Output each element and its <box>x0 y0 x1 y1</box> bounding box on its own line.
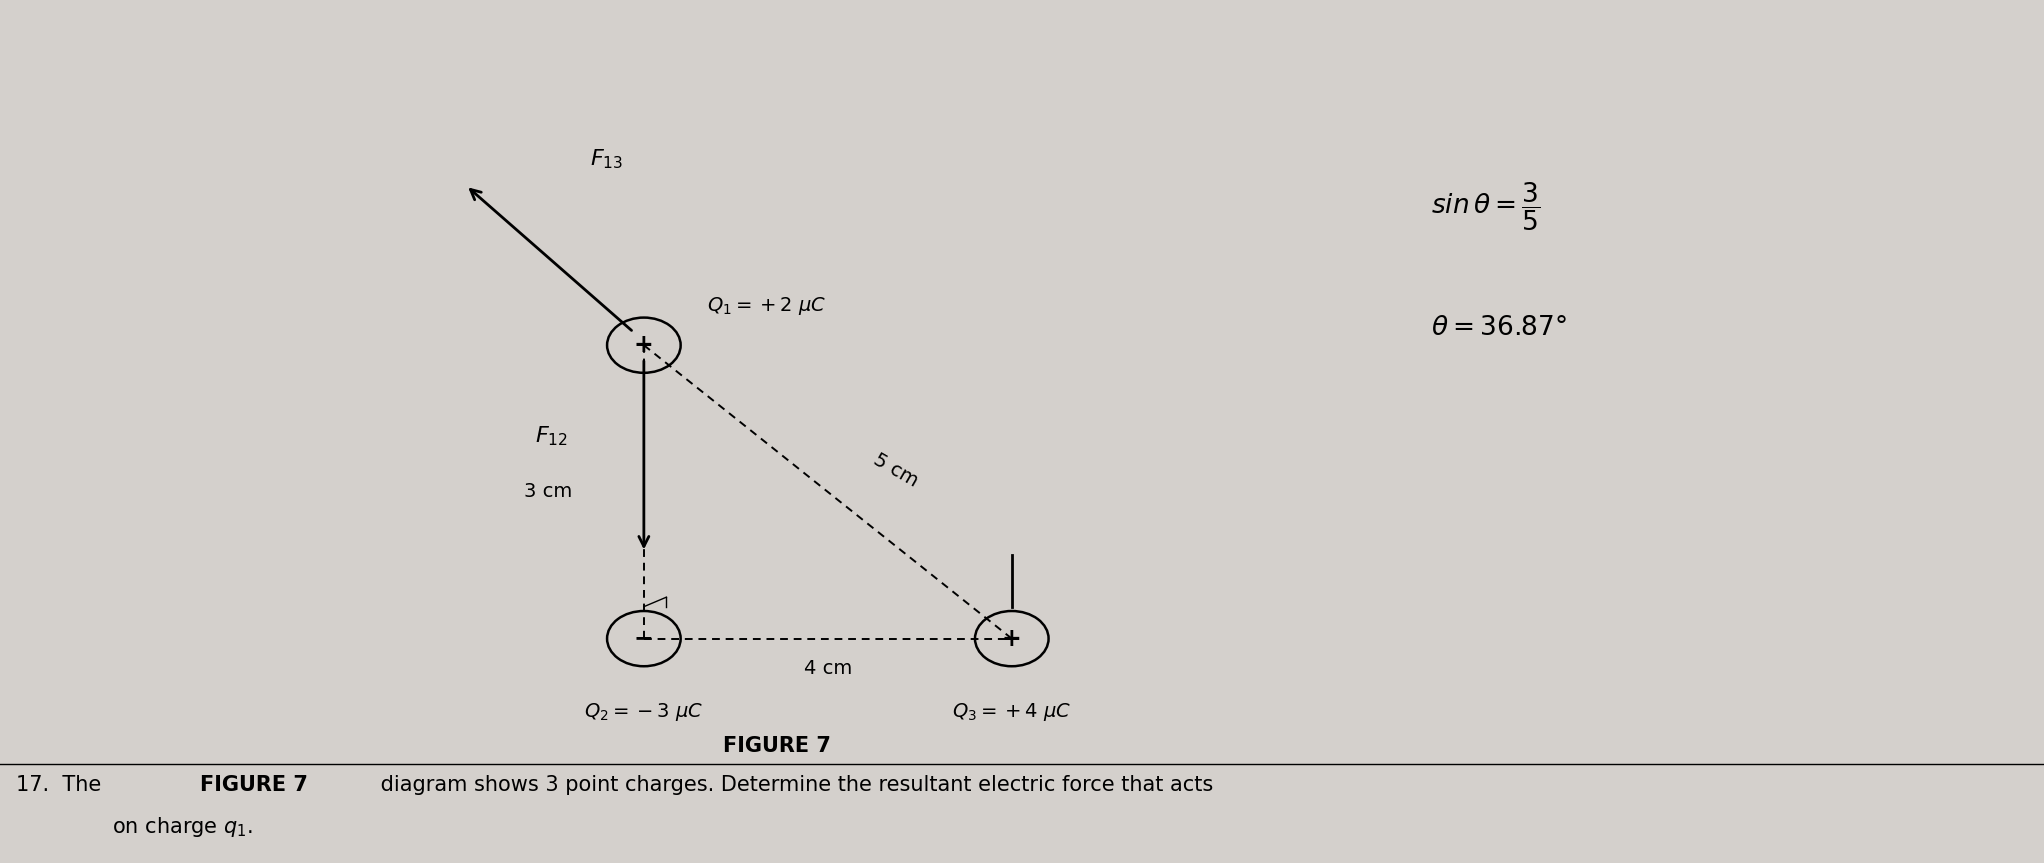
Text: $Q_2 = -3\ \mu C$: $Q_2 = -3\ \mu C$ <box>585 701 703 723</box>
Text: −: − <box>634 627 654 651</box>
Text: on charge $q_1$.: on charge $q_1$. <box>112 815 253 839</box>
Text: +: + <box>1002 627 1022 651</box>
Text: $\theta = 36.87°$: $\theta = 36.87°$ <box>1431 315 1566 341</box>
Text: $F_{12}$: $F_{12}$ <box>536 424 568 448</box>
Text: 17.  The: 17. The <box>16 775 108 796</box>
Text: FIGURE 7: FIGURE 7 <box>724 736 830 757</box>
Text: $F_{13}$: $F_{13}$ <box>591 148 623 172</box>
Text: 4 cm: 4 cm <box>803 659 852 678</box>
Text: +: + <box>634 333 654 357</box>
Text: $Q_3 = +4\ \mu C$: $Q_3 = +4\ \mu C$ <box>953 701 1071 723</box>
Text: diagram shows 3 point charges. Determine the resultant electric force that acts: diagram shows 3 point charges. Determine… <box>374 775 1214 796</box>
Text: 3 cm: 3 cm <box>523 482 572 501</box>
Text: $Q_1 = +2\ \mu C$: $Q_1 = +2\ \mu C$ <box>707 295 826 318</box>
Text: 5 cm: 5 cm <box>869 450 922 491</box>
Text: FIGURE 7: FIGURE 7 <box>200 775 309 796</box>
Text: $sin\,\theta = \dfrac{3}{5}$: $sin\,\theta = \dfrac{3}{5}$ <box>1431 181 1541 233</box>
